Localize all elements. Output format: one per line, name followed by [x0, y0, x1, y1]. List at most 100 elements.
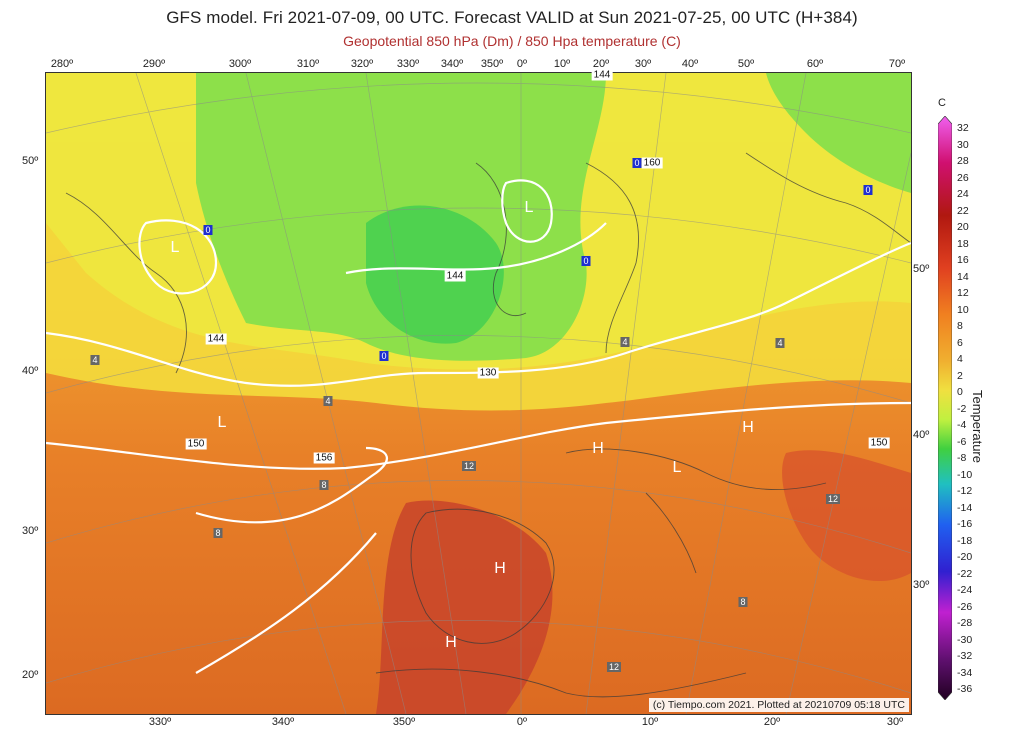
legend-label: 4: [957, 353, 963, 365]
legend-label: 22: [957, 204, 969, 217]
temp-badge: 0: [581, 256, 591, 266]
tick-label: 70º: [888, 58, 906, 70]
tick-label: 30º: [22, 525, 39, 537]
legend-label: -2: [957, 402, 967, 415]
isoline-label: 150: [868, 437, 890, 449]
tick-label: 10º: [641, 716, 659, 728]
legend-label: -4: [957, 419, 967, 431]
tick-label: 40º: [22, 365, 39, 377]
temp-badge: 12: [825, 494, 841, 504]
cool-area-east: [766, 73, 911, 193]
legend-label: 26: [957, 171, 969, 184]
tick-label: 30º: [913, 579, 930, 591]
legend-label: -24: [957, 584, 973, 596]
isoline-label: 144: [591, 69, 613, 81]
tick-label: 20º: [22, 669, 39, 681]
legend-label: -12: [957, 485, 973, 497]
legend-label: -6: [957, 435, 967, 448]
low-pressure-marker: L: [524, 199, 534, 216]
map-subtitle: Geopotential 850 hPa (Dm) / 850 Hpa temp…: [343, 33, 681, 49]
legend-label: 18: [957, 237, 969, 250]
legend-label: -30: [957, 633, 973, 646]
tick-label: 330º: [396, 58, 420, 70]
legend-label: 16: [957, 254, 969, 266]
credit-text: (c) Tiempo.com 2021. Plotted at 20210709…: [648, 698, 909, 712]
low-pressure-marker: L: [672, 459, 682, 476]
legend-label: -14: [957, 501, 973, 514]
high-pressure-marker: H: [592, 440, 604, 457]
tick-label: 290º: [142, 58, 166, 70]
map-canvas: [46, 73, 911, 714]
legend-unit: C: [938, 97, 946, 109]
tick-label: 340º: [271, 716, 295, 728]
legend-label: -28: [957, 617, 973, 629]
tick-label: 50º: [737, 58, 755, 70]
legend-label: -20: [957, 551, 973, 563]
tick-label: 30º: [634, 58, 652, 70]
temp-badge: 4: [90, 355, 100, 365]
tick-label: 0º: [516, 58, 528, 70]
temp-badge: 4: [775, 338, 785, 348]
temperature-color-scale: [938, 116, 952, 700]
temp-badge: 0: [863, 185, 873, 195]
legend-label: -34: [957, 666, 973, 679]
legend-label: 2: [957, 369, 963, 382]
tick-label: 350º: [480, 58, 504, 70]
tick-label: 350º: [392, 716, 416, 728]
legend-label: -32: [957, 650, 973, 662]
hot-core: [376, 500, 553, 714]
tick-label: 320º: [350, 58, 374, 70]
low-pressure-marker: L: [170, 239, 180, 256]
legend-label: 28: [957, 155, 969, 167]
legend-label: 12: [957, 287, 969, 299]
legend-label: -22: [957, 567, 973, 580]
tick-label: 20º: [592, 58, 610, 70]
temp-badge: 8: [213, 528, 223, 538]
tick-label: 40º: [913, 429, 930, 441]
legend-label: 24: [957, 188, 969, 200]
temp-badge: 4: [323, 396, 333, 406]
coastlines: [65, 152, 911, 698]
legend-label: 30: [957, 138, 969, 151]
high-pressure-marker: H: [742, 419, 754, 436]
tick-label: 40º: [681, 58, 699, 70]
legend-label: 6: [957, 336, 963, 349]
isoline-label: 160: [641, 157, 663, 169]
legend-label: 10: [957, 303, 969, 316]
temp-badge: 0: [632, 158, 642, 168]
geopotential-isolines: [46, 179, 911, 674]
temp-badge: 12: [461, 461, 477, 471]
isoline-label: 144: [444, 270, 466, 282]
temp-badge: 4: [620, 337, 630, 347]
temp-badge: 8: [319, 480, 329, 490]
tick-label: 30º: [886, 716, 904, 728]
tick-label: 10º: [553, 58, 571, 70]
legend-label: 0: [957, 386, 963, 398]
temp-badge: 0: [379, 351, 389, 361]
legend-label: -8: [957, 452, 967, 464]
temp-badge: 0: [203, 225, 213, 235]
legend-label: -10: [957, 468, 973, 481]
isoline-label: 144: [205, 333, 227, 345]
legend-label: 14: [957, 270, 969, 283]
isoline-label: 150: [185, 438, 207, 450]
tick-label: 330º: [148, 716, 172, 728]
hot-core-east: [782, 450, 911, 582]
tick-label: 50º: [913, 263, 930, 275]
map-title: GFS model. Fri 2021-07-09, 00 UTC. Forec…: [166, 8, 858, 27]
tick-label: 0º: [516, 716, 528, 728]
temp-badge: 12: [606, 662, 622, 672]
legend-label: -36: [957, 683, 973, 695]
isoline-label: 156: [313, 452, 335, 464]
tick-label: 20º: [763, 716, 781, 728]
legend-title: Temperature: [970, 390, 985, 463]
legend-label: -18: [957, 534, 973, 547]
tick-label: 340º: [440, 58, 464, 70]
cold-core: [366, 205, 504, 344]
isoline-label: 130: [477, 367, 499, 379]
legend-label: -16: [957, 518, 973, 530]
weather-map[interactable]: [45, 72, 912, 715]
legend-label: 20: [957, 221, 969, 233]
tick-label: 50º: [22, 155, 39, 167]
tick-label: 60º: [806, 58, 824, 70]
